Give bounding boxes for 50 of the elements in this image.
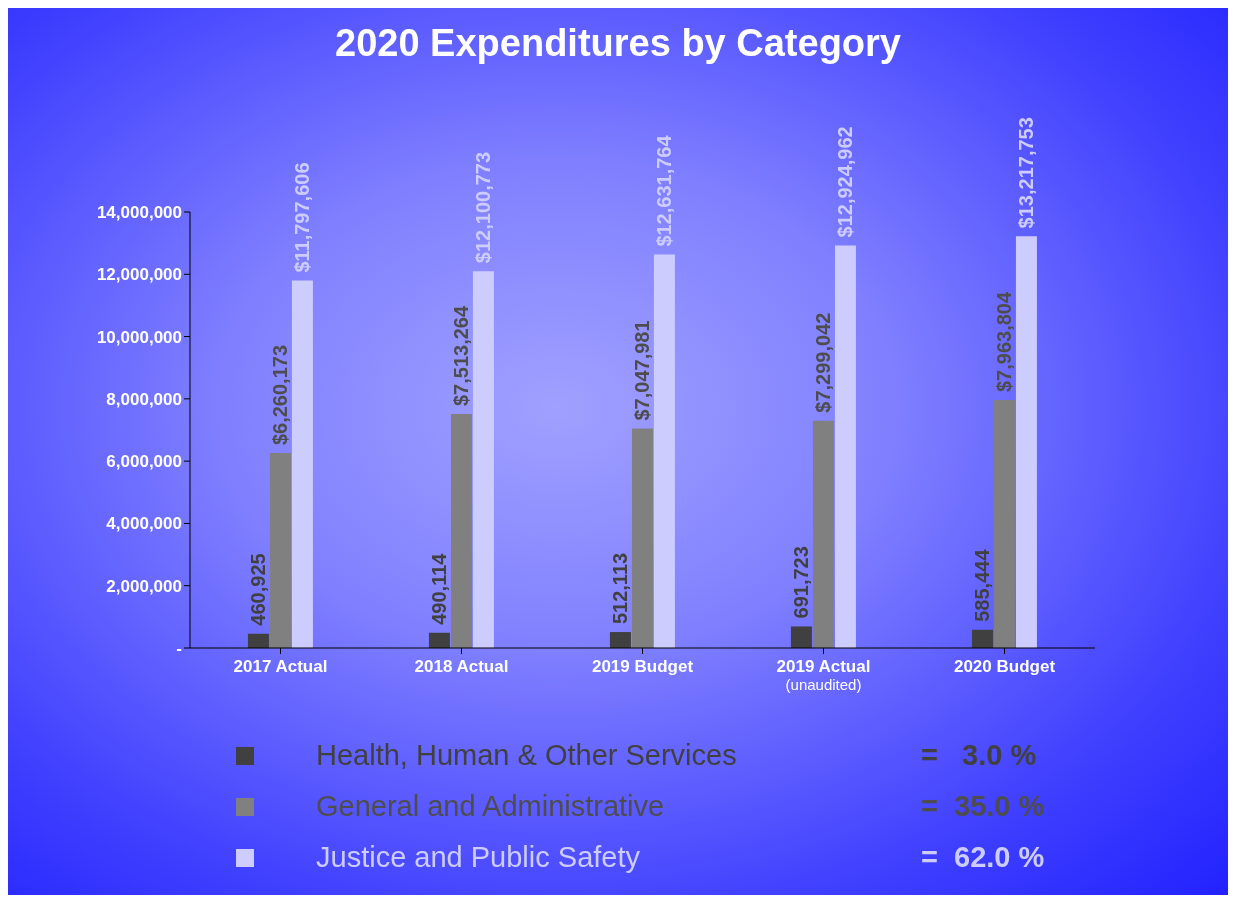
bar (834, 245, 856, 648)
text: = 62.0 % (921, 841, 1045, 874)
data-label: 490,114 (428, 552, 451, 625)
y-tick-label: 2,000,000 (106, 576, 182, 596)
data-label: $13,217,753 (1015, 117, 1038, 229)
bar (653, 254, 675, 648)
data-label: $7,299,042 (812, 312, 835, 413)
data-label: 460,925 (247, 553, 270, 626)
bar (790, 626, 812, 648)
data-label: $12,631,764 (653, 134, 676, 247)
data-label: $12,924,962 (834, 126, 857, 238)
bar (1015, 236, 1037, 648)
legend-label: General and Administrative (316, 790, 666, 823)
x-tick-label: 2020 Budget (953, 657, 1056, 676)
text: = 35.0 % (921, 790, 1045, 823)
legend-label: Health, Human & Other Services (316, 739, 738, 772)
bar (609, 632, 631, 648)
data-label: $12,100,773 (472, 151, 495, 264)
y-tick-label: - (176, 639, 182, 658)
data-label: $11,797,606 (291, 162, 314, 273)
data-label: $6,260,173 (269, 344, 292, 446)
y-tick-label: 10,000,000 (96, 327, 182, 347)
bar (291, 280, 313, 648)
bar (993, 399, 1015, 648)
x-tick-label: 2018 Actual (414, 657, 509, 676)
y-tick-label: 8,000,000 (106, 389, 182, 409)
x-tick-label: 2019 Budget (591, 657, 694, 676)
data-label: 512,113 (609, 552, 632, 625)
data-label: 691,723 (790, 546, 813, 619)
legend-label: Justice and Public Safety (316, 841, 641, 874)
y-tick-label: 6,000,000 (106, 452, 182, 472)
data-label: $7,963,804 (993, 291, 1016, 392)
bar (812, 420, 834, 648)
x-tick-label: 2017 Actual (233, 657, 328, 676)
bar (971, 629, 993, 648)
y-tick-label: 4,000,000 (106, 514, 182, 534)
bar (247, 633, 269, 648)
data-label: $7,513,264 (450, 305, 473, 407)
bar (269, 453, 291, 648)
bar (472, 271, 494, 648)
bar (631, 428, 653, 648)
x-tick-label: 2019 Actual (unaudited) (776, 657, 871, 693)
bar (450, 414, 472, 648)
y-tick-label: 12,000,000 (96, 265, 182, 285)
data-label: 585,444 (971, 548, 994, 622)
y-tick-label: 14,000,000 (96, 203, 182, 222)
text: = 3.0 % (921, 739, 1037, 772)
bar (428, 632, 450, 648)
chart-title: 2020 Expenditures by Category (334, 22, 902, 65)
data-label: $7,047,981 (631, 320, 654, 421)
